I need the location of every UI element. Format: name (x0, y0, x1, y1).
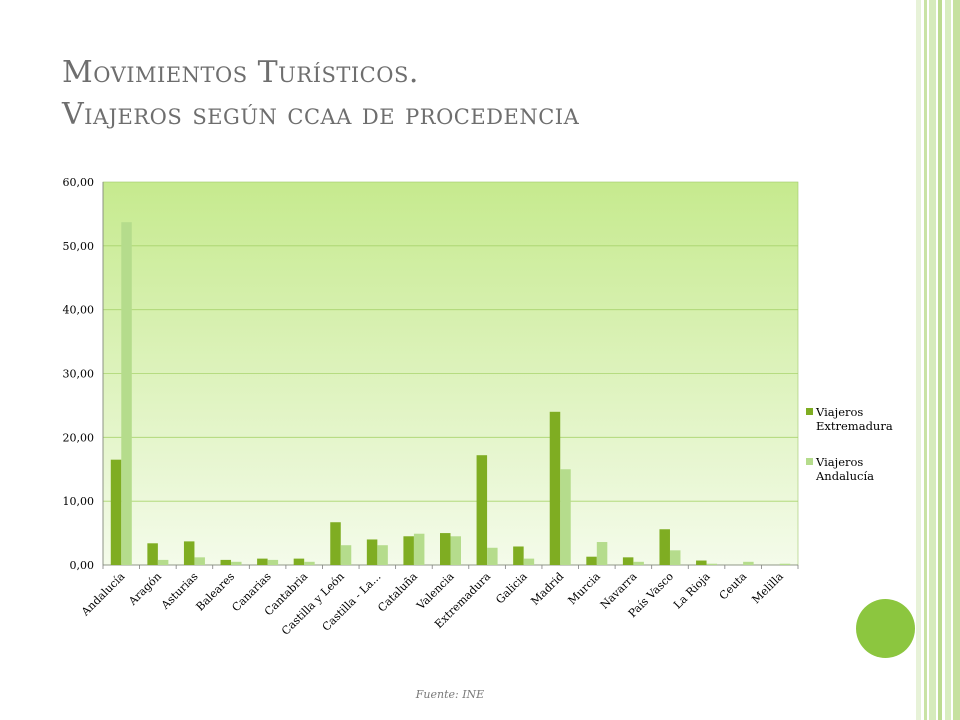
x-category-label: Andalucía (78, 570, 127, 619)
bar-extremadura (110, 459, 122, 565)
bar-andalucia (743, 561, 754, 565)
y-tick-label: 20,00 (63, 431, 95, 444)
bar-extremadura (549, 411, 561, 565)
bar-extremadura (220, 559, 232, 565)
bar-extremadura (440, 533, 451, 565)
bar-extremadura (147, 543, 158, 565)
legend-swatch (806, 408, 813, 415)
x-category-label: Ceuta (717, 570, 750, 603)
bar-andalucia (121, 222, 132, 565)
bar-andalucia (596, 542, 608, 565)
legend-label: Extremadura (816, 419, 893, 433)
y-tick-label: 50,00 (63, 240, 95, 253)
x-category-label: La Rioja (671, 570, 713, 612)
slide-title-line2: Viajeros según ccaa de procedencia (62, 97, 580, 132)
bar-andalucia (267, 559, 279, 565)
legend-label: Viajeros (815, 455, 863, 469)
legend-swatch (806, 458, 813, 465)
slide-title: Movimientos Turísticos. Viajeros según c… (62, 52, 902, 136)
bar-andalucia (304, 561, 315, 565)
y-tick-label: 60,00 (63, 176, 95, 189)
bar-extremadura (183, 541, 195, 565)
bar-andalucia (194, 557, 205, 565)
bar-extremadura (403, 536, 414, 565)
bar-andalucia (340, 545, 352, 565)
x-category-label: Castilla y León (279, 570, 347, 638)
bar-andalucia (487, 547, 498, 565)
y-tick-label: 10,00 (63, 495, 95, 508)
bar-andalucia (413, 533, 425, 565)
y-tick-label: 30,00 (63, 368, 95, 381)
decorative-circle (856, 599, 915, 658)
bar-andalucia (157, 559, 169, 565)
source-note: Fuente: INE (415, 688, 485, 701)
bar-extremadura (330, 522, 341, 565)
bar-andalucia (669, 550, 681, 565)
bar-extremadura (696, 560, 707, 565)
y-tick-label: 0,00 (70, 559, 95, 572)
y-tick-label: 40,00 (63, 304, 95, 317)
legend-label: Andalucía (815, 469, 874, 483)
bar-extremadura (622, 557, 634, 565)
bar-andalucia (523, 558, 535, 565)
bar-extremadura (476, 455, 488, 565)
bar-andalucia (560, 469, 571, 565)
bar-extremadura (257, 558, 268, 565)
bar-extremadura (586, 556, 597, 565)
decorative-side-stripes (916, 0, 960, 720)
bar-andalucia (633, 561, 644, 565)
legend-label: Viajeros (815, 405, 863, 419)
x-category-label: Melilla (749, 570, 786, 607)
bar-extremadura (293, 558, 305, 565)
bar-extremadura (513, 546, 524, 565)
bar-andalucia (377, 545, 388, 565)
bar-andalucia (779, 563, 791, 565)
slide-title-line1: Movimientos Turísticos. (62, 55, 419, 90)
bar-andalucia (706, 563, 718, 565)
bar-andalucia (450, 536, 461, 565)
x-category-label: Cataluña (375, 570, 420, 615)
bar-extremadura (366, 539, 378, 565)
bar-extremadura (659, 529, 670, 565)
bar-andalucia (231, 561, 242, 565)
x-category-label: Galicia (493, 570, 530, 607)
x-category-label: Madrid (528, 570, 566, 608)
